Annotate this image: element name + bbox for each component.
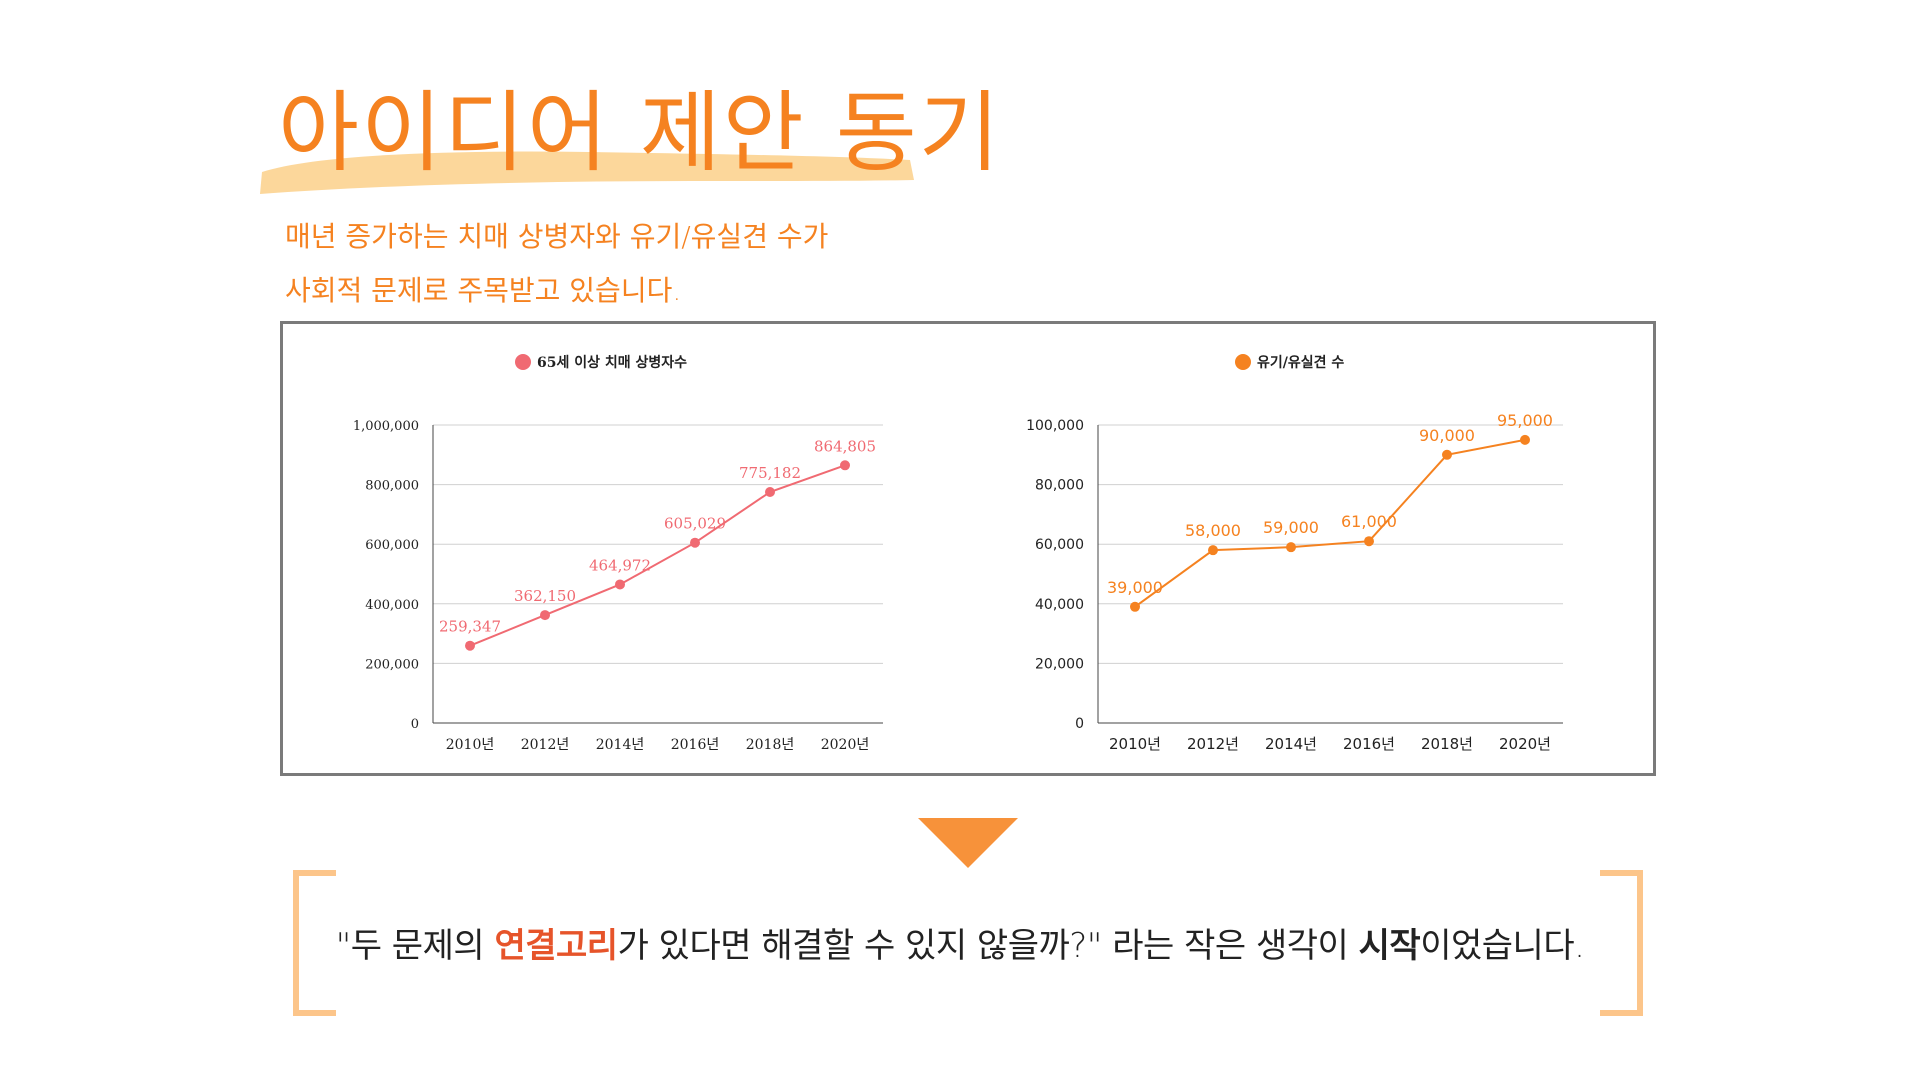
- chart-panel: 0 200,000 400,000 600,000 800,000 1,000,000 20…: [280, 321, 1656, 776]
- chart2-y-tick-label: 0: [1075, 716, 1084, 732]
- chart1-data-label: 362,150: [514, 587, 576, 605]
- chart2-y-tick-label: 20,000: [1035, 656, 1084, 672]
- quote-part-3: 이었습니다.: [1420, 926, 1585, 966]
- chart1-y-tick-label: 200,000: [365, 657, 419, 672]
- chart1-x-tick-label: 2014년: [596, 737, 645, 753]
- quote-part-2: 가 있다면 해결할 수 있지 않을까?" 라는 작은 생각이: [617, 926, 1359, 966]
- quote-bold-word: 시작: [1358, 926, 1421, 966]
- chart1-data-label: 775,182: [739, 464, 801, 482]
- chart1-y-tick-label: 1,000,000: [353, 419, 419, 434]
- chart2-legend-marker: [1235, 354, 1251, 370]
- chart2-data-label: 95,000: [1497, 411, 1553, 430]
- chart1-y-tick-label: 800,000: [365, 479, 419, 494]
- chart2-x-tick-label: 2020년: [1499, 735, 1551, 753]
- chart1-data-point: [615, 579, 625, 590]
- chart1-y-tick-label: 600,000: [365, 538, 419, 553]
- right-bracket-icon: [1600, 870, 1643, 1016]
- chart1-data-point: [465, 640, 475, 651]
- chart1-x-tick-label: 2018년: [746, 737, 795, 753]
- chart2-data-label: 58,000: [1185, 521, 1241, 540]
- chart1-legend-marker: [515, 354, 531, 370]
- chart1-x-tick-label: 2020년: [821, 737, 870, 753]
- chart2-data-label: 59,000: [1263, 518, 1319, 537]
- chart2-y-tick-label: 60,000: [1035, 537, 1084, 553]
- page-title: 아이디어 제안 동기: [278, 81, 1002, 184]
- chart2-data-label: 39,000: [1107, 578, 1163, 597]
- chart2-data-point: [1286, 542, 1296, 553]
- title-highlight-brush: [260, 151, 914, 194]
- chart2-x-tick-label: 2014년: [1265, 735, 1317, 753]
- chart1-data-label: 259,347: [439, 618, 501, 636]
- chart2-data-point: [1130, 601, 1140, 612]
- subtitle-line-2: 사회적 문제로 주목받고 있습니다.: [285, 274, 682, 307]
- chart2-x-tick-label: 2012년: [1187, 735, 1239, 753]
- chart1-data-point: [690, 537, 700, 548]
- chart1-series-line: [469, 464, 846, 647]
- chart2-legend-label: 유기/유실견 수: [1257, 354, 1344, 371]
- chart2-data-point: [1442, 449, 1452, 460]
- chart1-x-tick-label: 2012년: [521, 737, 570, 753]
- down-arrow-icon: [918, 818, 1018, 868]
- chart2-data-point: [1520, 434, 1530, 445]
- chart1-data-label: 605,029: [664, 515, 726, 533]
- quote-highlight-word: 연결고리: [494, 926, 618, 966]
- chart1-y-tick-label: 400,000: [365, 598, 419, 613]
- chart1-data-label: 864,805: [814, 437, 876, 455]
- chart2-data-point: [1208, 545, 1218, 556]
- subtitle: 매년 증가하는 치매 상병자와 유기/유실견 수가 사회적 문제로 주목받고 있…: [285, 210, 828, 318]
- chart1-x-tick-label: 2010년: [446, 737, 495, 753]
- chart2-x-tick-label: 2016년: [1343, 735, 1395, 753]
- chart2-y-tick-label: 80,000: [1035, 478, 1084, 494]
- charts-canvas: 0 200,000 400,000 600,000 800,000 1,000,000 20…: [353, 354, 1563, 753]
- chart1-y-tick-label: 0: [411, 717, 419, 732]
- chart2-x-tick-label: 2018년: [1421, 735, 1473, 753]
- chart2-data-point: [1364, 536, 1374, 547]
- chart1-data-label: 464,972: [589, 556, 651, 574]
- chart2-data-label: 61,000: [1341, 512, 1397, 531]
- chart2-y-tick-label: 100,000: [1026, 418, 1084, 434]
- quote-part-1: "두 문제의: [335, 926, 495, 966]
- chart1-data-point: [765, 486, 775, 497]
- chart2-x-tick-label: 2010년: [1109, 735, 1161, 753]
- subtitle-line-1: 매년 증가하는 치매 상병자와 유기/유실견 수가: [285, 220, 829, 253]
- conclusion-quote: "두 문제의 연결고리가 있다면 해결할 수 있지 않을까?" 라는 작은 생각…: [0, 918, 1920, 967]
- chart2-y-tick-label: 40,000: [1035, 597, 1084, 613]
- chart2-series-line: [1134, 438, 1526, 608]
- chart2-data-label: 90,000: [1419, 426, 1475, 445]
- chart1-x-tick-label: 2016년: [671, 737, 720, 753]
- title-block: 아이디어 제안 동기: [258, 78, 1000, 208]
- left-bracket-icon: [293, 870, 336, 1016]
- chart1-legend-label: 65세 이상 치매 상병자수: [537, 354, 687, 371]
- chart1-data-point: [540, 610, 550, 621]
- chart1-data-point: [840, 460, 850, 471]
